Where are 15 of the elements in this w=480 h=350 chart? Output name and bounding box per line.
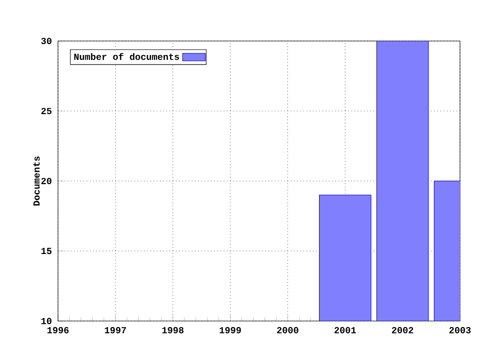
y-tick-label: 30 bbox=[41, 38, 52, 44]
x-tick-label: 1998 bbox=[162, 327, 184, 334]
y-tick-label: 15 bbox=[41, 248, 52, 254]
x-tick-label: 2003 bbox=[449, 327, 471, 334]
y-tick-label: 10 bbox=[41, 318, 52, 324]
x-tick-label: 1996 bbox=[47, 327, 69, 334]
x-tick-label: 2001 bbox=[334, 327, 356, 334]
legend-label: Number of documents bbox=[74, 52, 180, 60]
x-tick-label: 2002 bbox=[392, 327, 414, 334]
x-tick-label: 1997 bbox=[104, 327, 126, 334]
x-tick-label: 2000 bbox=[277, 327, 298, 334]
y-tick-label: 20 bbox=[41, 178, 52, 184]
x-tick-label: 1999 bbox=[220, 327, 241, 334]
y-tick-label: 25 bbox=[41, 108, 52, 114]
y-axis-title: Documents bbox=[33, 156, 40, 206]
